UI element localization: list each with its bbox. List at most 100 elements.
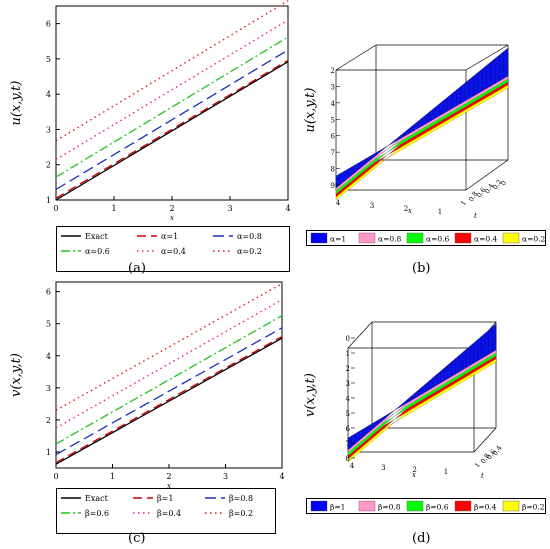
series-line-4 xyxy=(55,19,289,161)
caption-c: (c) xyxy=(128,531,145,546)
y-tick-label: 5 xyxy=(46,320,51,329)
surface-legend-swatch-0 xyxy=(310,500,328,512)
surface-legend-swatch-2 xyxy=(406,500,424,512)
t-tick-label: 1 xyxy=(459,199,468,207)
legend-svg: Exact β=1 β=0.8 β=0.6 β=0.4 β=0.2 xyxy=(61,494,253,518)
surface-legend-svg: α=1 α=0.8 α=0.6 α=0.4 α=0.2 xyxy=(310,232,546,244)
z-tick-label: 1 xyxy=(346,350,350,358)
box-edge xyxy=(335,44,377,71)
x-axis-label: x xyxy=(408,207,412,215)
y-axis-label: u(x,y,t) xyxy=(9,81,24,126)
series-line-0 xyxy=(55,61,289,201)
x-tick-label: 4 xyxy=(279,472,284,481)
caption-d: (d) xyxy=(412,531,430,546)
t-tick-label: 0 xyxy=(499,179,508,187)
surface-legend-label-4: α=0.2 xyxy=(522,235,546,244)
x-axis-label: x xyxy=(412,471,416,479)
surface-legend-label-4: β=0.2 xyxy=(522,503,545,512)
series-line-0 xyxy=(55,337,283,465)
y-tick-label: 2 xyxy=(46,416,51,425)
y-axis-label: v(x,y,t) xyxy=(9,353,24,397)
caption-a-text: (a) xyxy=(128,261,146,276)
plot-frame xyxy=(55,5,289,201)
surface-legend-swatch-4 xyxy=(502,232,520,244)
z-tick-label: 8 xyxy=(331,166,335,174)
t-axis-label: t xyxy=(474,212,477,220)
x-tick-label: 1 xyxy=(438,208,442,216)
line-chart-c: 0 1 2 3 4 1 2 3 4 5 6 x v(x,y,t) xyxy=(9,281,285,490)
surface-legend-swatch-3 xyxy=(454,500,472,512)
y-tick-label: 6 xyxy=(46,288,51,297)
z-tick-label: 7 xyxy=(346,440,350,448)
z-tick-label: 5 xyxy=(331,116,335,124)
x-tick-label: 2 xyxy=(412,466,416,474)
surface-legend-swatch-4 xyxy=(502,500,520,512)
y-tick-label: 1 xyxy=(46,196,51,205)
box-edge xyxy=(347,321,373,349)
x-tick-label: 2 xyxy=(166,472,171,481)
legend-c: Exact β=1 β=0.8 β=0.6 β=0.4 β=0.2 xyxy=(56,488,276,534)
t-tick-label: 1 xyxy=(473,461,482,469)
x-tick-label: 1 xyxy=(444,468,448,476)
legend-a: Exact α=1 α=0.8 α=0.6 α=0.4 α=0.2 xyxy=(56,226,290,272)
box-edge xyxy=(465,159,509,191)
series-line-3 xyxy=(55,36,289,178)
y-axis-label: v(x,y,t) xyxy=(303,373,318,417)
legend-label-0: Exact xyxy=(85,494,109,503)
series-line-5 xyxy=(55,282,283,411)
x-axis-label: x xyxy=(167,482,171,490)
y-tick-label: 1 xyxy=(46,448,51,457)
surface-legend-label-1: α=0.8 xyxy=(378,235,402,244)
legend-label-0: Exact xyxy=(85,232,109,241)
series-line-5 xyxy=(55,0,289,142)
series-line-1 xyxy=(55,59,289,199)
z-tick-label: 6 xyxy=(331,133,336,141)
surface-legend-swatch-1 xyxy=(358,232,376,244)
x-tick-label: 3 xyxy=(370,202,374,210)
z-tick-label: 4 xyxy=(346,395,351,403)
y-tick-label: 3 xyxy=(46,125,51,134)
y-tick-label: 4 xyxy=(46,352,51,361)
series-line-1 xyxy=(55,335,283,464)
surface-legend-swatch-3 xyxy=(454,232,472,244)
x-tick-label: 2 xyxy=(169,204,174,213)
legend-b: α=1 α=0.8 α=0.6 α=0.4 α=0.2 xyxy=(306,230,546,246)
x-tick-label: 1 xyxy=(110,472,115,481)
z-tick-label: 4 xyxy=(331,100,336,108)
caption-b-text: (b) xyxy=(412,261,431,276)
x-tick-label: 1 xyxy=(111,204,116,213)
y-tick-label: 3 xyxy=(46,384,51,393)
y-tick-label: 4 xyxy=(46,90,51,99)
surface-legend-swatch-2 xyxy=(406,232,424,244)
z-tick-label: 3 xyxy=(331,83,335,91)
z-tick-label: 3 xyxy=(346,380,350,388)
caption-b: (b) xyxy=(412,261,430,276)
x-tick-label: 0 xyxy=(53,204,58,213)
surface-legend-label-3: α=0.4 xyxy=(474,235,498,244)
legend-label-1: β=1 xyxy=(157,494,173,503)
legend-label-4: β=0.4 xyxy=(157,509,181,518)
box-edge xyxy=(473,427,497,453)
legend-label-3: β=0.6 xyxy=(85,509,109,518)
surface-legend-label-2: β=0.6 xyxy=(426,503,449,512)
x-tick-label: 4 xyxy=(285,204,290,213)
y-axis-label: u(x,y,t) xyxy=(303,88,318,133)
surface-legend-label-0: β=1 xyxy=(330,503,345,512)
x-tick-label: 4 xyxy=(350,462,355,470)
x-tick-label: 0 xyxy=(53,472,58,481)
series-line-3 xyxy=(55,315,283,445)
legend-label-1: α=1 xyxy=(161,232,178,241)
series-line-2 xyxy=(55,49,289,190)
z-tick-label: 2 xyxy=(331,67,335,75)
box-edge xyxy=(465,44,509,71)
x-tick-label: 3 xyxy=(223,472,228,481)
surface-legend-svg: β=1 β=0.8 β=0.6 β=0.4 β=0.2 xyxy=(310,500,545,512)
y-tick-label: 6 xyxy=(46,20,51,29)
caption-a: (a) xyxy=(128,261,146,276)
series-line-2 xyxy=(55,327,283,456)
z-tick-label: 6 xyxy=(346,425,351,433)
surface-legend-label-2: α=0.6 xyxy=(426,235,450,244)
